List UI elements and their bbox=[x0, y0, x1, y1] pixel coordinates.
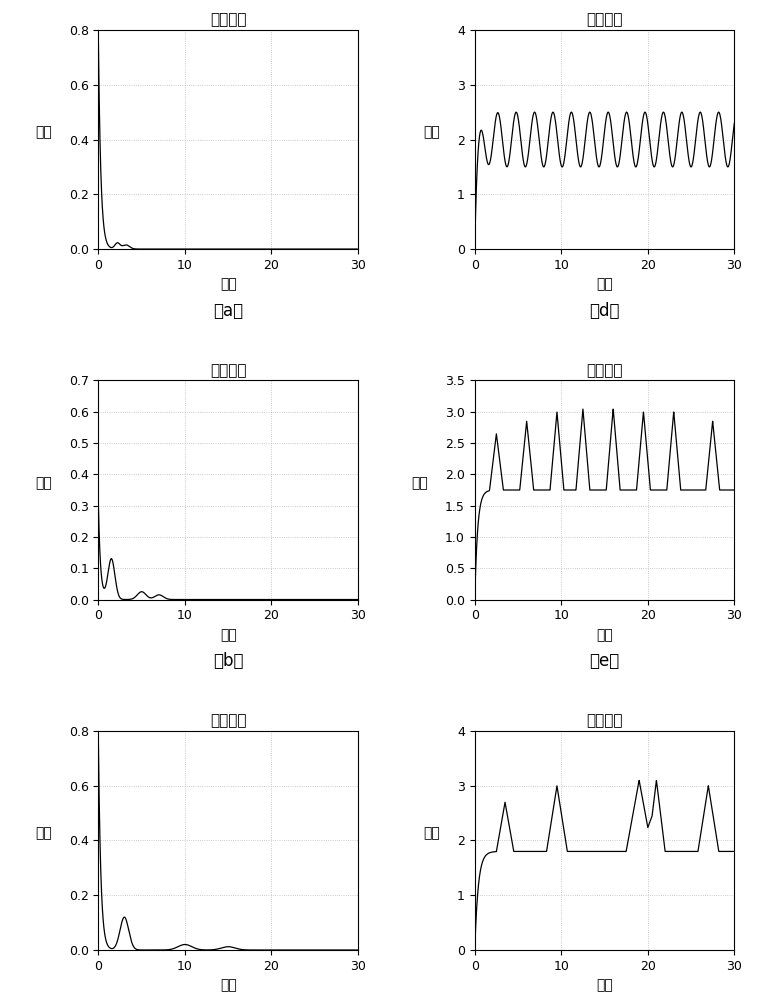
X-axis label: 频率: 频率 bbox=[220, 978, 236, 992]
X-axis label: 频率: 频率 bbox=[597, 628, 613, 642]
Text: （a）: （a） bbox=[213, 302, 243, 320]
Title: 点振幅谱: 点振幅谱 bbox=[210, 363, 247, 378]
Title: 点相位谱: 点相位谱 bbox=[586, 363, 623, 378]
Y-axis label: 相位: 相位 bbox=[424, 826, 441, 840]
Text: （b）: （b） bbox=[213, 652, 244, 670]
Y-axis label: 相位: 相位 bbox=[424, 126, 441, 140]
Y-axis label: 振幅: 振幅 bbox=[36, 476, 52, 490]
Y-axis label: 相位: 相位 bbox=[412, 476, 428, 490]
Y-axis label: 振幅: 振幅 bbox=[36, 126, 52, 140]
Title: 点相位谱: 点相位谱 bbox=[586, 713, 623, 728]
Text: （d）: （d） bbox=[589, 302, 620, 320]
Title: 点振幅谱: 点振幅谱 bbox=[210, 713, 247, 728]
X-axis label: 频率: 频率 bbox=[597, 978, 613, 992]
Title: 点相位谱: 点相位谱 bbox=[586, 12, 623, 27]
X-axis label: 频率: 频率 bbox=[220, 277, 236, 291]
Y-axis label: 振幅: 振幅 bbox=[36, 826, 52, 840]
X-axis label: 频率: 频率 bbox=[220, 628, 236, 642]
X-axis label: 频率: 频率 bbox=[597, 277, 613, 291]
Text: （e）: （e） bbox=[590, 652, 620, 670]
Title: 点振幅谱: 点振幅谱 bbox=[210, 12, 247, 27]
